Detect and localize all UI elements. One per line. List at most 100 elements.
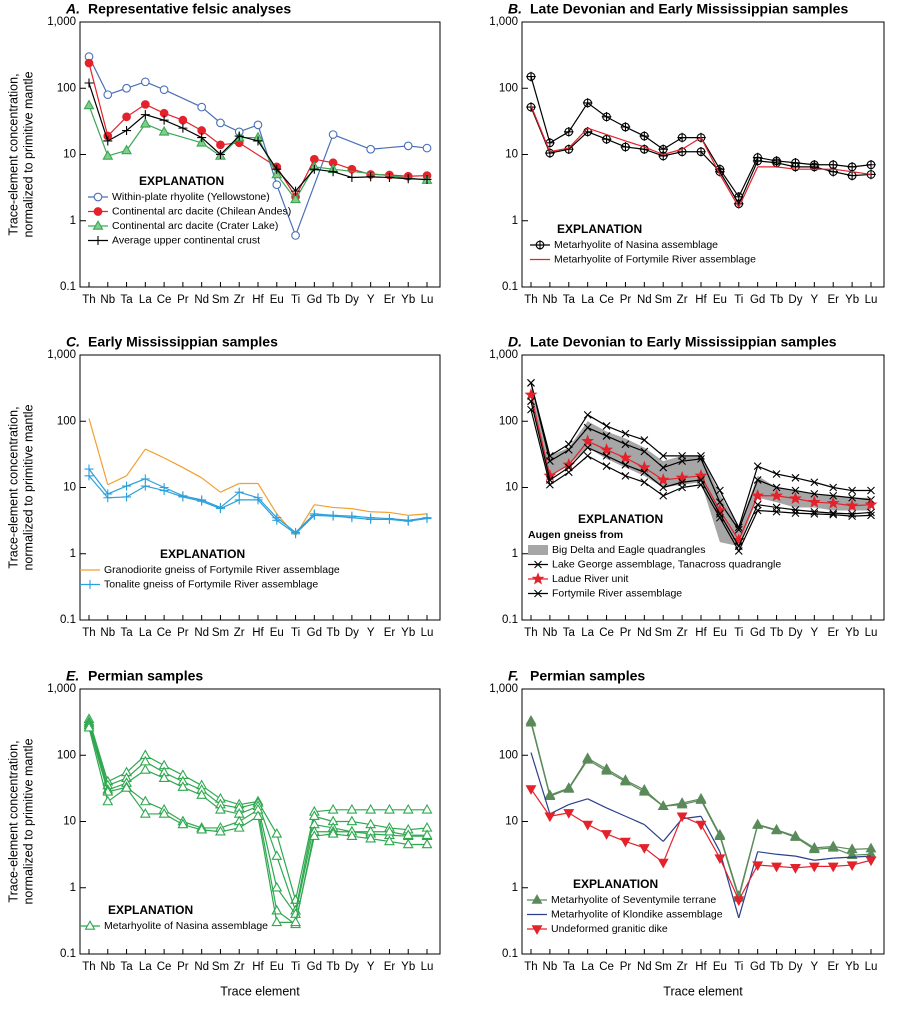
- series-segment: [719, 171, 740, 205]
- series-segment: [757, 504, 777, 509]
- series-segment: [530, 382, 551, 462]
- legend-label: Metarhyolite of Fortymile River assembla…: [554, 253, 756, 265]
- data-point: [346, 815, 358, 826]
- y-axis-label: Trace-element concentration,: [6, 406, 20, 568]
- x-tick-label: Th: [524, 961, 537, 973]
- panel-label: C.: [66, 334, 80, 350]
- x-tick-label: Th: [82, 294, 95, 306]
- y-tick-label: 10: [63, 816, 76, 828]
- x-tick-label: Eu: [270, 294, 284, 306]
- data-point: [771, 862, 782, 873]
- data-point: [601, 765, 612, 775]
- data-point: [789, 491, 802, 505]
- x-tick-label: Yb: [401, 627, 415, 639]
- x-tick-label: Pr: [620, 294, 632, 306]
- data-point: [527, 405, 535, 414]
- legend-label: Average upper continental crust: [112, 234, 260, 246]
- series-segment: [625, 443, 645, 453]
- x-tick-label: Ta: [563, 961, 576, 973]
- data-point: [808, 862, 820, 873]
- series-segment: [852, 171, 872, 176]
- data-point: [402, 803, 414, 814]
- y-tick-label: 1,000: [47, 349, 76, 361]
- data-point: [716, 498, 724, 507]
- data-point: [846, 861, 858, 871]
- series-segment: [757, 509, 777, 513]
- series-segment: [587, 798, 607, 809]
- data-point: [139, 764, 151, 774]
- series-segment: [389, 511, 409, 516]
- x-tick-label: Hf: [252, 961, 264, 973]
- series-segment: [700, 798, 721, 836]
- data-point: [84, 58, 94, 68]
- data-point: [752, 861, 764, 871]
- series-segment: [276, 855, 297, 911]
- data-point: [253, 120, 263, 130]
- panel-title: Late Devonian and Early Mississippian sa…: [530, 1, 848, 17]
- data-point: [810, 509, 819, 518]
- data-point: [810, 478, 819, 487]
- series-segment: [408, 513, 428, 516]
- data-point: [177, 781, 189, 791]
- data-point: [346, 803, 358, 814]
- legend-label: Continental arc dacite (Crater Lake): [112, 220, 278, 232]
- series-segment: [276, 174, 297, 200]
- data-point: [346, 830, 358, 840]
- x-tick-label: Eu: [713, 961, 727, 973]
- data-point: [347, 513, 357, 523]
- series-segment: [107, 475, 127, 486]
- data-point: [177, 818, 189, 829]
- x-tick-label: La: [139, 627, 152, 639]
- series-segment: [163, 486, 184, 497]
- x-tick-label: Yb: [845, 294, 859, 306]
- x-tick-label: Lu: [865, 627, 878, 639]
- data-point: [545, 148, 555, 158]
- data-point: [178, 115, 188, 125]
- series-segment: [201, 137, 221, 155]
- data-point: [620, 122, 631, 132]
- data-point: [272, 164, 282, 174]
- series-segment: [738, 166, 759, 208]
- y-tick-label: 1: [512, 548, 518, 560]
- x-tick-label: Ti: [734, 294, 743, 306]
- data-point: [366, 514, 376, 524]
- series-segment: [182, 467, 202, 479]
- x-tick-label: Er: [827, 961, 839, 973]
- series-segment: [814, 481, 834, 489]
- series-segment: [370, 145, 409, 150]
- y-axis-label: Trace-element concentration,: [6, 740, 20, 902]
- data-point: [253, 495, 263, 505]
- data-point: [791, 509, 800, 518]
- data-point: [867, 486, 875, 495]
- series-segment: [682, 479, 702, 483]
- data-point: [772, 483, 781, 492]
- data-point: [291, 186, 301, 196]
- data-point: [866, 159, 876, 170]
- legend-label: Granodiorite gneiss of Fortymile River a…: [104, 564, 340, 576]
- data-point: [659, 452, 668, 460]
- y-tick-label: 0.1: [502, 948, 518, 960]
- data-point: [544, 812, 556, 823]
- data-point: [215, 825, 226, 836]
- series-segment: [682, 484, 702, 489]
- x-tick-label: Ta: [563, 627, 576, 639]
- y-tick-label: 1: [512, 882, 518, 894]
- data-point: [309, 154, 319, 164]
- series-segment: [163, 131, 202, 144]
- x-tick-label: Th: [82, 627, 95, 639]
- series-segment: [88, 418, 109, 485]
- data-point: [791, 505, 800, 514]
- data-point: [122, 126, 132, 136]
- data-point: [621, 460, 630, 469]
- series-segment: [88, 468, 109, 495]
- y-tick-label: 1: [70, 882, 76, 894]
- data-point: [676, 812, 688, 823]
- data-point: [640, 436, 649, 444]
- x-tick-label: Gd: [307, 294, 322, 306]
- x-tick-label: Pr: [177, 294, 189, 306]
- data-point: [791, 486, 800, 495]
- series-segment: [276, 184, 297, 236]
- x-tick-label: Hf: [252, 294, 264, 306]
- data-point: [810, 490, 819, 498]
- data-point: [139, 795, 151, 806]
